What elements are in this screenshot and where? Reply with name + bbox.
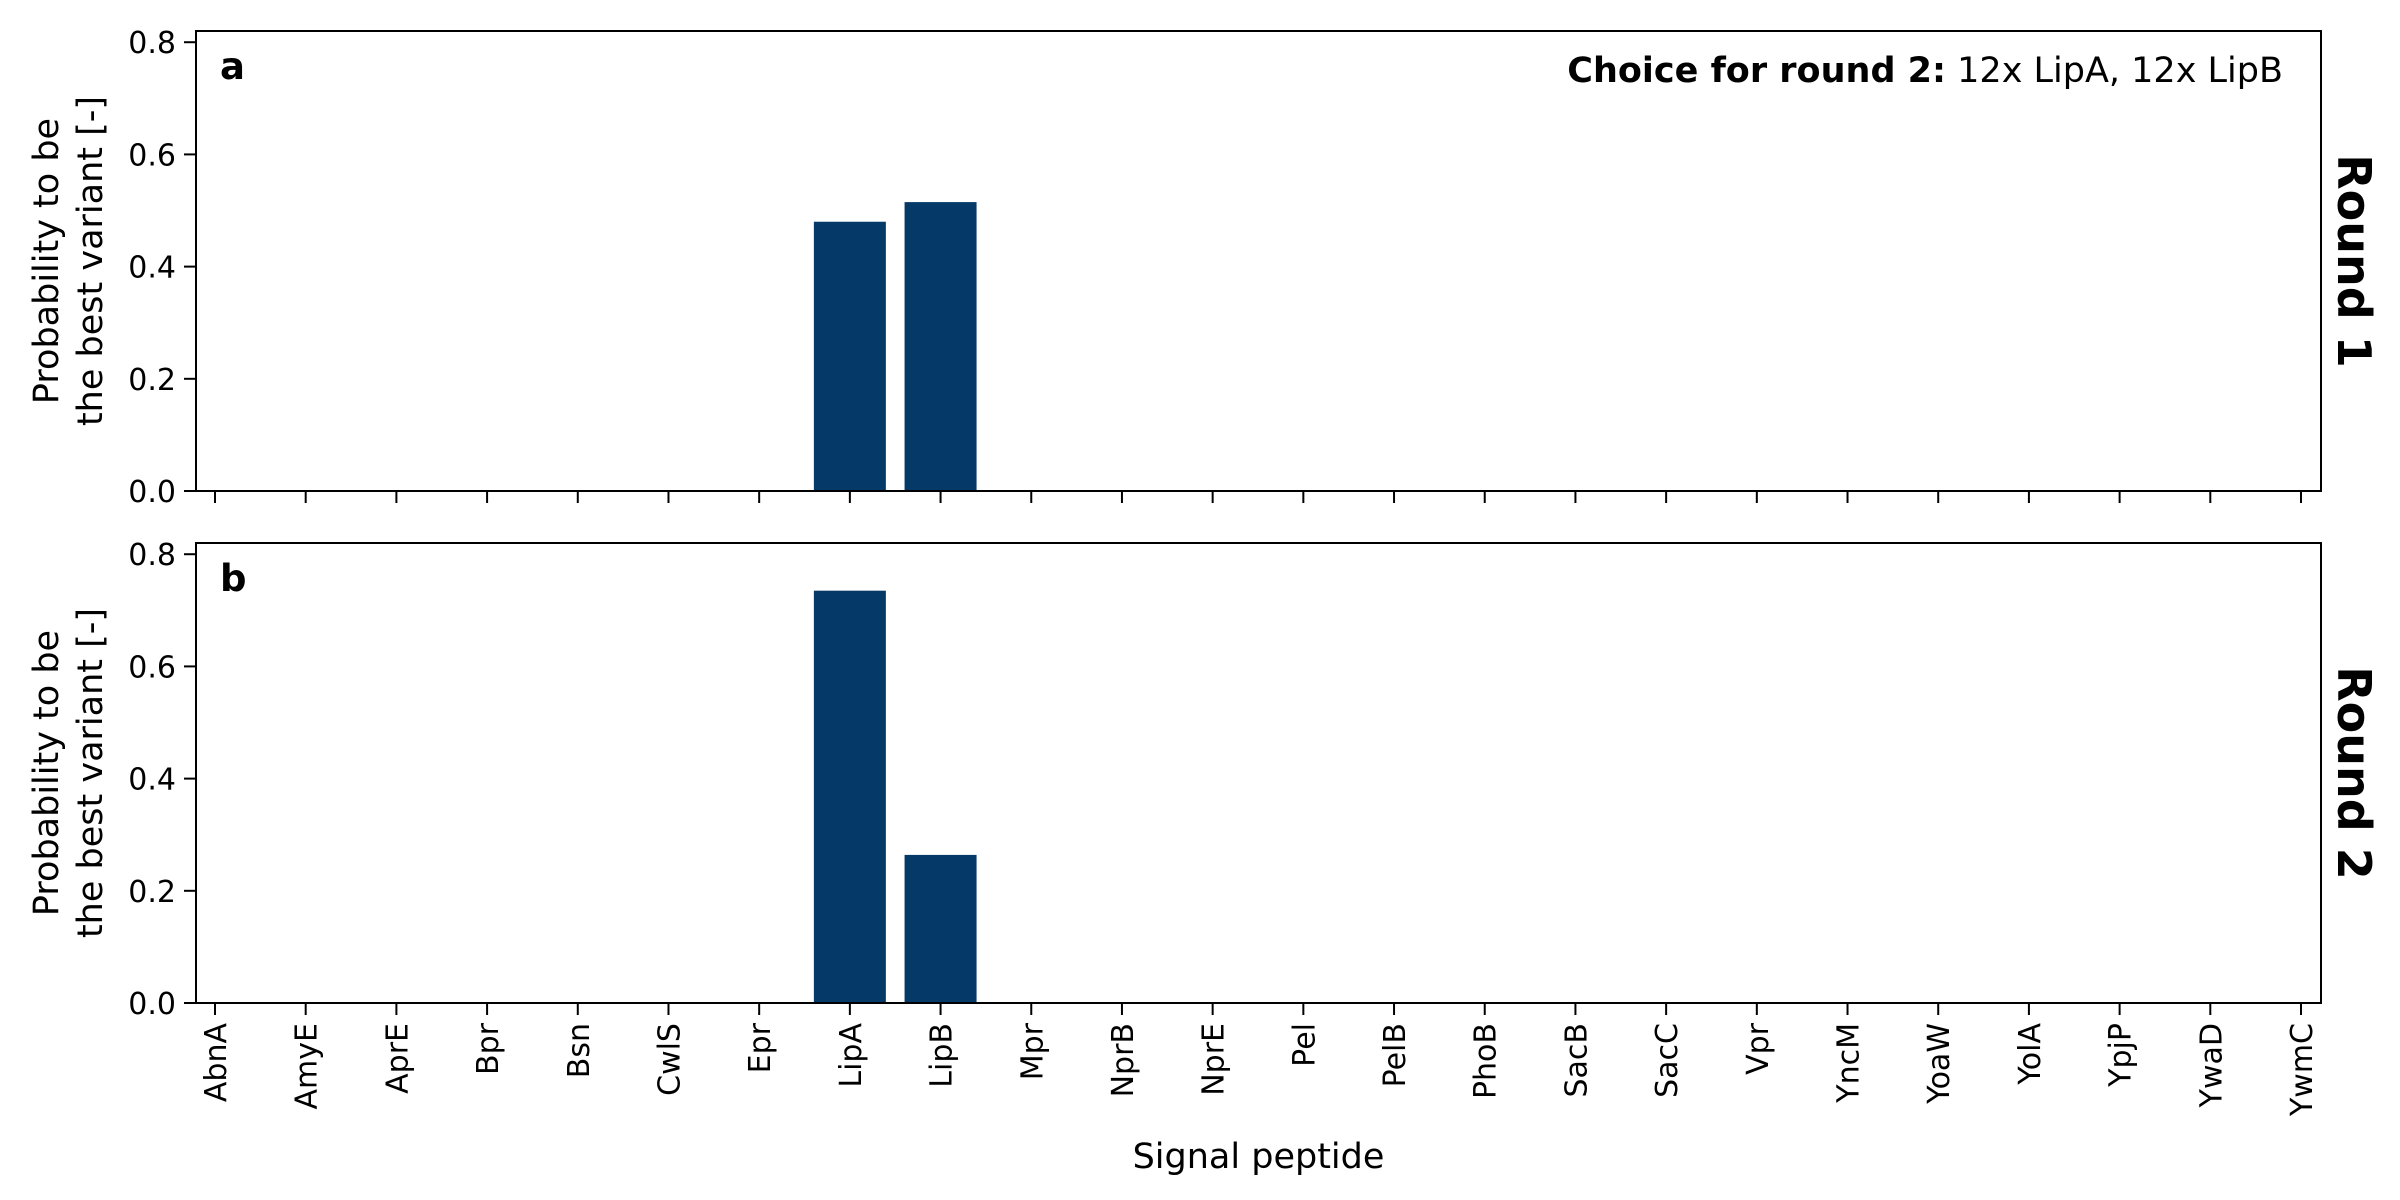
y-axis-label-line1: Probability to be	[27, 630, 67, 916]
bar-LipA	[813, 221, 886, 492]
y-tick-label: 0.8	[128, 538, 176, 573]
x-tick-label: Bpr	[471, 1022, 506, 1075]
choice-annotation: Choice for round 2: 12x LipA, 12x LipB	[1567, 51, 2283, 91]
x-tick-label: PhoB	[1469, 1023, 1504, 1099]
y-tick-label: 0.2	[128, 875, 176, 910]
x-tick-label: LipB	[925, 1023, 960, 1088]
x-tick-label: YoaW	[1922, 1023, 1957, 1105]
x-tick-label: LipA	[834, 1023, 869, 1088]
y-tick-label: 0.4	[128, 763, 176, 798]
y-tick-label: 0.4	[128, 251, 176, 286]
panel-b: 0.0 0.2 0.4 0.6 0.8 AbnA AmyE AprE Bpr Bsn CwlS Epr…	[27, 538, 2381, 1177]
bar-LipB	[904, 202, 977, 491]
x-tick-label: YwmC	[2285, 1023, 2320, 1117]
x-tick-label: AbnA	[199, 1023, 234, 1103]
x-tick-label: YolA	[2013, 1023, 2048, 1086]
round-label: Round 2	[2327, 666, 2381, 879]
y-tick-label: 0.8	[128, 26, 176, 61]
panel-letter: a	[220, 45, 245, 88]
y-axis-label-line1: Probability to be	[27, 118, 67, 404]
choice-annotation-value: 12x LipA, 12x LipB	[1946, 51, 2283, 91]
x-tick-label: NprB	[1106, 1023, 1141, 1097]
x-tick-label: AmyE	[290, 1023, 325, 1109]
x-tick-label: AprE	[380, 1023, 415, 1094]
x-tick-label: Epr	[743, 1022, 778, 1073]
plot-frame	[195, 30, 2322, 492]
y-tick-label: 0.2	[128, 363, 176, 398]
y-tick-label: 0.6	[128, 650, 176, 685]
x-tick-label: Pel	[1287, 1023, 1322, 1067]
round-label: Round 1	[2327, 154, 2381, 367]
panel-letter: b	[220, 557, 247, 600]
x-axis-label: Signal peptide	[1133, 1137, 1385, 1177]
panel-a: 0.0 0.2 0.4 0.6 0.8 Probability to be the best…	[27, 26, 2381, 510]
x-tick-label: YwaD	[2194, 1023, 2229, 1108]
x-tick-label: NprE	[1197, 1023, 1232, 1096]
plot-frame	[195, 542, 2322, 1004]
bar-LipB	[904, 854, 977, 1003]
y-tick-label: 0.0	[128, 987, 176, 1022]
x-tick-label: YpjP	[2104, 1023, 2139, 1088]
x-tick-label: PelB	[1378, 1023, 1413, 1087]
y-tick-label: 0.6	[128, 138, 176, 173]
x-tick-label: Vpr	[1741, 1022, 1776, 1075]
x-tick-label: SacC	[1650, 1023, 1685, 1098]
y-axis-label-line2: the best variant [-]	[71, 96, 111, 426]
x-tick-label: CwlS	[652, 1023, 687, 1096]
choice-annotation-label: Choice for round 2:	[1567, 51, 1946, 91]
x-tick-label: YncM	[1832, 1023, 1867, 1104]
x-tick-label: SacB	[1559, 1023, 1594, 1098]
y-axis-label-line2: the best variant [-]	[71, 608, 111, 938]
x-tick-label: Bsn	[562, 1023, 597, 1078]
bar-LipA	[813, 590, 886, 1003]
y-tick-label: 0.0	[128, 475, 176, 510]
x-tick-label: Mpr	[1015, 1022, 1050, 1080]
